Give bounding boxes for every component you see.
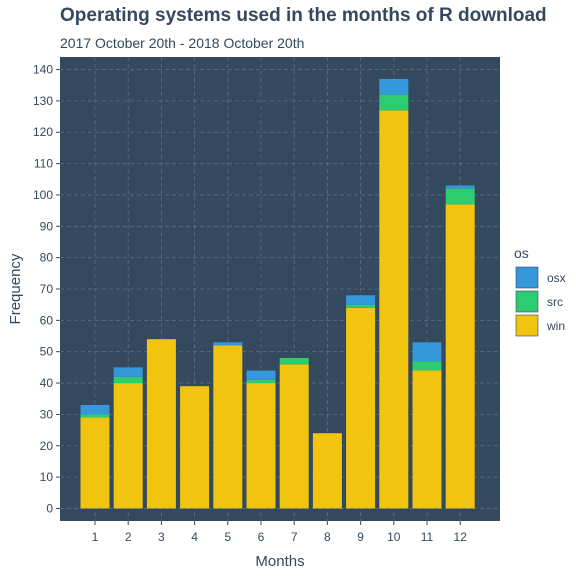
y-tick-label: 80 xyxy=(40,251,54,265)
bar-win-month-12 xyxy=(445,204,475,509)
y-tick-label: 120 xyxy=(33,125,53,139)
bar-src-month-6 xyxy=(246,379,276,384)
bar-win-month-3 xyxy=(146,339,176,509)
y-axis: 0 10 20 30 40 50 60 70 80 90 100 110 120 130 140 xyxy=(33,63,60,515)
bar-osx-month-9 xyxy=(346,295,376,305)
y-axis-title: Frequency xyxy=(7,253,24,324)
bar-osx-month-2 xyxy=(113,367,143,377)
bar-src-month-11 xyxy=(412,361,442,371)
bar-src-month-1 xyxy=(80,414,110,418)
bar-osx-month-10 xyxy=(379,78,409,95)
bar-win-month-4 xyxy=(180,386,210,509)
y-tick-label: 100 xyxy=(33,188,53,202)
bar-src-month-12 xyxy=(445,188,475,205)
bar-win-month-8 xyxy=(312,433,342,509)
chart-subtitle: 2017 October 20th - 2018 October 20th xyxy=(60,35,305,51)
y-tick-label: 70 xyxy=(40,282,54,296)
x-tick-label: 10 xyxy=(387,530,401,544)
bar-osx-month-6 xyxy=(246,370,276,380)
x-tick-label: 4 xyxy=(191,530,198,544)
y-tick-label: 60 xyxy=(40,313,54,327)
y-tick-label: 20 xyxy=(40,439,54,453)
bars xyxy=(80,78,475,509)
y-tick-label: 0 xyxy=(46,501,53,515)
x-tick-label: 7 xyxy=(291,530,298,544)
bar-win-month-10 xyxy=(379,110,409,509)
y-tick-label: 90 xyxy=(40,219,54,233)
bar-win-month-6 xyxy=(246,383,276,509)
x-tick-label: 3 xyxy=(158,530,165,544)
bar-osx-month-11 xyxy=(412,342,442,362)
y-tick-label: 50 xyxy=(40,345,54,359)
legend-label-win: win xyxy=(546,319,565,333)
bar-src-month-7 xyxy=(279,357,309,365)
legend-key-osx xyxy=(515,266,539,289)
y-tick-label: 10 xyxy=(40,470,54,484)
x-tick-label: 12 xyxy=(454,530,468,544)
legend: os osx src win xyxy=(514,245,566,337)
legend-key-win xyxy=(515,314,539,337)
bar-src-month-10 xyxy=(379,94,409,111)
bar-win-month-5 xyxy=(213,345,243,509)
bar-win-month-11 xyxy=(412,370,442,509)
bar-src-month-2 xyxy=(113,376,143,384)
bar-src-month-9 xyxy=(346,304,376,308)
bar-win-month-1 xyxy=(80,417,110,509)
x-tick-label: 6 xyxy=(258,530,265,544)
y-tick-label: 140 xyxy=(33,63,53,77)
y-tick-label: 30 xyxy=(40,407,54,421)
legend-label-src: src xyxy=(547,295,563,309)
x-tick-label: 1 xyxy=(92,530,99,544)
x-axis-title: Months xyxy=(255,553,304,570)
y-tick-label: 130 xyxy=(33,94,53,108)
legend-title: os xyxy=(514,245,529,261)
y-tick-label: 40 xyxy=(40,376,54,390)
bar-win-month-9 xyxy=(346,307,376,509)
x-tick-label: 2 xyxy=(125,530,132,544)
legend-key-src xyxy=(515,290,539,313)
bar-win-month-7 xyxy=(279,364,309,509)
x-tick-label: 5 xyxy=(224,530,231,544)
x-axis: 1 2 3 4 5 6 7 8 9 10 11 12 xyxy=(92,521,468,544)
chart-title: Operating systems used in the months of … xyxy=(60,5,547,26)
x-tick-label: 9 xyxy=(357,530,364,544)
bar-osx-month-12 xyxy=(445,185,475,189)
x-tick-label: 8 xyxy=(324,530,331,544)
bar-osx-month-5 xyxy=(213,342,243,346)
bar-osx-month-1 xyxy=(80,405,110,415)
x-tick-label: 11 xyxy=(421,530,434,544)
legend-label-osx: osx xyxy=(547,271,566,285)
y-tick-label: 110 xyxy=(34,157,53,171)
bar-win-month-2 xyxy=(113,383,143,509)
